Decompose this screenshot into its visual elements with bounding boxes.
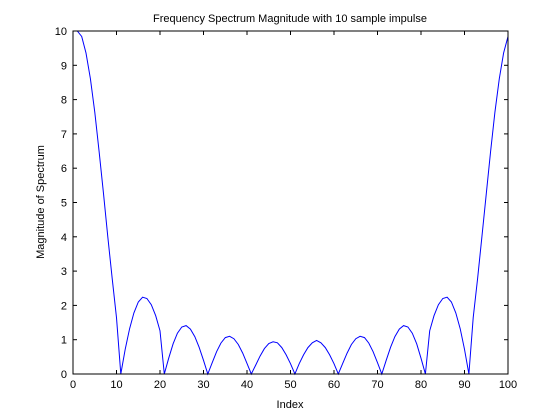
x-tick-label: 70 <box>371 379 383 391</box>
x-tick-labels: 0 10 20 30 40 50 60 70 80 90 100 <box>70 379 517 391</box>
y-tick-label: 10 <box>55 26 67 38</box>
y-axis-label: Magnitude of Spectrum <box>35 145 47 259</box>
spectrum-series-line <box>76 30 509 376</box>
y-tick-label: 8 <box>61 95 67 107</box>
x-tick-label: 0 <box>70 379 76 391</box>
x-tick-label: 40 <box>241 379 253 391</box>
y-tick-label: 4 <box>61 232 67 244</box>
x-tick-label: 100 <box>499 379 517 391</box>
x-axis-label: Index <box>277 399 304 411</box>
x-tick-label: 80 <box>415 379 427 391</box>
x-tick-label: 90 <box>458 379 470 391</box>
axes-box <box>72 30 509 375</box>
y-tick-label: 3 <box>61 266 67 278</box>
plot-area <box>73 31 508 374</box>
chart-title: Frequency Spectrum Magnitude with 10 sam… <box>153 13 427 25</box>
y-tick-label: 1 <box>61 335 67 347</box>
x-tick-label: 10 <box>110 379 122 391</box>
y-tick-labels: 0 1 2 3 4 5 6 7 8 9 10 <box>55 26 67 381</box>
x-tick-label: 60 <box>328 379 340 391</box>
y-tick-label: 6 <box>61 163 67 175</box>
x-tick-label: 50 <box>284 379 296 391</box>
y-tick-label: 0 <box>61 369 67 381</box>
y-tick-label: 2 <box>61 300 67 312</box>
y-tick-label: 9 <box>61 60 67 72</box>
y-tick-label: 5 <box>61 198 67 210</box>
x-tick-label: 20 <box>154 379 166 391</box>
x-tick-label: 30 <box>197 379 209 391</box>
y-tick-label: 7 <box>61 129 67 141</box>
